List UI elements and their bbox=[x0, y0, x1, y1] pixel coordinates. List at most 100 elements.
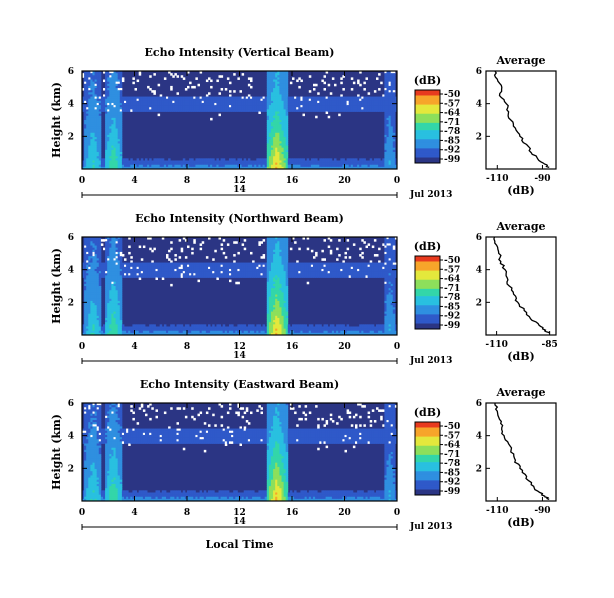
heatmap-cell bbox=[285, 134, 289, 138]
heatmap-cell bbox=[115, 102, 119, 106]
heatmap-cell bbox=[124, 96, 127, 100]
heatmap-cell bbox=[390, 156, 394, 159]
heatmap-cell bbox=[121, 330, 125, 334]
heatmap-cell bbox=[128, 245, 131, 249]
heatmap-cell bbox=[115, 279, 119, 283]
heatmap-cell bbox=[277, 243, 280, 246]
heatmap-cell bbox=[256, 324, 259, 327]
heatmap-cell bbox=[187, 332, 190, 336]
heatmap-cell bbox=[268, 160, 272, 164]
heatmap-cell bbox=[271, 313, 274, 317]
heatmap-cell bbox=[94, 260, 98, 263]
heatmap-cell bbox=[283, 109, 287, 112]
heatmap-cell bbox=[115, 85, 119, 89]
heatmap-cell bbox=[159, 266, 163, 270]
heatmap-cell bbox=[298, 162, 301, 166]
heatmap-cell bbox=[98, 266, 102, 270]
heatmap-cell bbox=[92, 286, 95, 289]
heatmap-cell bbox=[262, 239, 266, 242]
heatmap-cell bbox=[271, 139, 274, 142]
heatmap-cell bbox=[247, 102, 251, 106]
heatmap-cell bbox=[392, 141, 396, 144]
heatmap-cell bbox=[153, 102, 156, 106]
heatmap-cell bbox=[151, 107, 154, 110]
heatmap-cell bbox=[130, 328, 133, 332]
heatmap-cell bbox=[273, 79, 276, 83]
heatmap-cell bbox=[189, 109, 192, 112]
heatmap-cell bbox=[157, 83, 161, 87]
heatmap-cell bbox=[327, 158, 331, 161]
heatmap-cell bbox=[275, 145, 278, 149]
heatmap-cell bbox=[260, 241, 263, 244]
heatmap-cell bbox=[113, 164, 116, 168]
heatmap-cell bbox=[128, 328, 131, 332]
heatmap-cell bbox=[107, 247, 110, 251]
heatmap-cell bbox=[281, 94, 284, 97]
heatmap-cell bbox=[96, 130, 100, 134]
heatmap-cell bbox=[268, 317, 272, 321]
heatmap-cell bbox=[283, 141, 287, 144]
heatmap-cell bbox=[279, 115, 282, 119]
heatmap-cell bbox=[247, 94, 251, 97]
heatmap-cell bbox=[250, 324, 253, 327]
heatmap-cell bbox=[105, 326, 108, 330]
heatmap-cell bbox=[382, 109, 385, 112]
heatmap-cell bbox=[283, 160, 287, 164]
heatmap-cell bbox=[201, 98, 205, 102]
heatmap-cell bbox=[212, 262, 215, 266]
heatmap-cell bbox=[119, 322, 123, 325]
heatmap-cell bbox=[155, 275, 158, 278]
heatmap-cell bbox=[109, 283, 112, 287]
heatmap-cell bbox=[103, 105, 106, 108]
heatmap-cell bbox=[210, 105, 213, 108]
heatmap-cell bbox=[130, 264, 133, 268]
heatmap-cell bbox=[119, 154, 123, 157]
heatmap-cell bbox=[292, 77, 295, 80]
heatmap-cell bbox=[117, 98, 121, 102]
heatmap-cell bbox=[344, 100, 347, 104]
heatmap-cell bbox=[126, 158, 129, 161]
heatmap-cell bbox=[187, 326, 190, 330]
heatmap-cell bbox=[218, 105, 221, 108]
heatmap-cell bbox=[178, 266, 182, 270]
heatmap-cell bbox=[271, 324, 274, 327]
heatmap-cell bbox=[153, 273, 156, 276]
heatmap-cell bbox=[266, 111, 270, 115]
heatmap-cell bbox=[174, 162, 177, 166]
heatmap-cell bbox=[111, 258, 114, 261]
heatmap-cell bbox=[277, 132, 280, 136]
heatmap-cell bbox=[348, 96, 352, 100]
heatmap-cell bbox=[266, 281, 270, 285]
heatmap-cell bbox=[380, 164, 383, 168]
heatmap-cell bbox=[111, 141, 114, 144]
heatmap-cell bbox=[88, 300, 91, 304]
y-tick-label: 2 bbox=[68, 132, 74, 142]
heatmap-cell bbox=[214, 249, 217, 253]
heatmap-cell bbox=[92, 115, 95, 119]
heatmap-cell bbox=[94, 115, 98, 119]
heatmap-cell bbox=[187, 162, 190, 166]
heatmap-cell bbox=[208, 100, 211, 104]
heatmap-cell bbox=[161, 332, 165, 336]
heatmap-cell bbox=[113, 237, 116, 240]
heatmap-cell bbox=[105, 105, 108, 108]
heatmap-cell bbox=[390, 120, 394, 123]
heatmap-cell bbox=[149, 332, 152, 336]
heatmap-cell bbox=[243, 266, 247, 270]
heatmap-cell bbox=[281, 115, 284, 119]
heatmap-cell bbox=[262, 107, 266, 110]
x-tick-label: 0 bbox=[394, 176, 400, 186]
heatmap-cell bbox=[388, 98, 392, 102]
heatmap-cell bbox=[96, 90, 100, 93]
heatmap-cell bbox=[111, 77, 114, 80]
heatmap-cell bbox=[376, 77, 379, 80]
heatmap-cell bbox=[121, 275, 125, 278]
heatmap-cell bbox=[281, 90, 284, 93]
heatmap-cell bbox=[96, 279, 100, 283]
heatmap-cell bbox=[107, 258, 110, 261]
heatmap-cell bbox=[111, 247, 114, 251]
heatmap-cell bbox=[273, 81, 276, 85]
heatmap-cell bbox=[334, 100, 337, 104]
heatmap-cell bbox=[100, 164, 104, 168]
heatmap-cell bbox=[88, 320, 91, 323]
